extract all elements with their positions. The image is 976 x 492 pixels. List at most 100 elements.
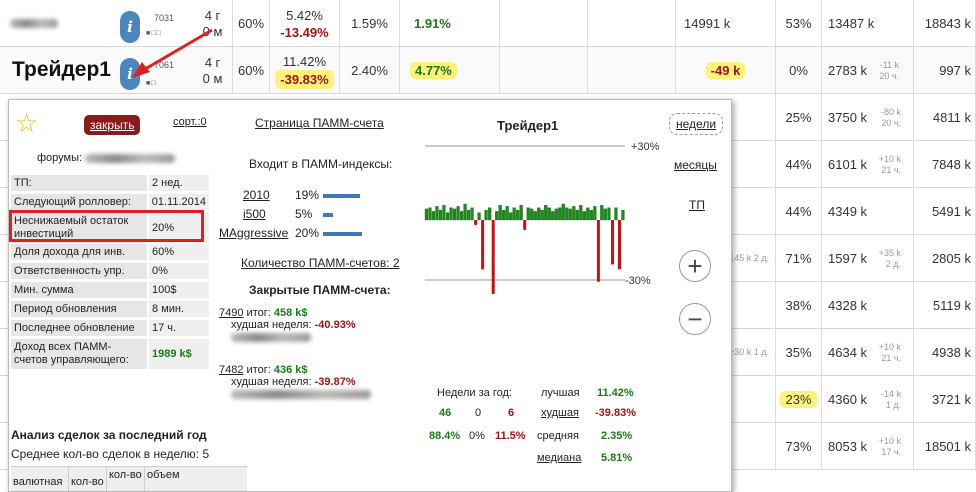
- return-cell: 11.42% -39.83%: [270, 47, 340, 94]
- chart-bar: [424, 208, 429, 221]
- worst-value: -39.83%: [595, 407, 636, 419]
- index-bar: [323, 232, 362, 236]
- chart-bar: [572, 206, 576, 221]
- info-value: 0%: [149, 263, 209, 279]
- chart-bar: [618, 220, 621, 270]
- avg-return-cell: 1.59%: [340, 0, 400, 47]
- percent-cell: 38%: [776, 282, 822, 329]
- share-cell: 60%: [233, 47, 270, 94]
- info-row: Период обновления 8 мин.: [11, 301, 209, 317]
- chart-bar: [481, 220, 485, 270]
- zoom-in-button[interactable]: +: [679, 250, 711, 282]
- pamm-page-link[interactable]: Страница ПАММ-счета: [255, 116, 384, 130]
- pct-zero: 0%: [469, 430, 485, 442]
- funds-cell: 1597 k +35 k 2 д.: [822, 235, 914, 282]
- chart-bar: [438, 209, 443, 221]
- chart-top-label: +30%: [631, 141, 660, 153]
- pamm-count-link[interactable]: Количество ПАММ-счетов: 2: [241, 256, 400, 270]
- closed-account-link[interactable]: 7482: [219, 364, 244, 376]
- capital-cell: [676, 141, 776, 188]
- chart-bar: [474, 220, 478, 225]
- info-icon[interactable]: i: [120, 58, 140, 90]
- period-tp-link[interactable]: ТП: [689, 198, 705, 212]
- percent-cell: 53%: [776, 0, 822, 47]
- percent-cell: 44%: [776, 188, 822, 235]
- chart-bar: [512, 207, 516, 221]
- chart-bottom-label: -30%: [625, 275, 651, 287]
- index-link[interactable]: 2010: [243, 188, 270, 202]
- index-bar: [323, 213, 333, 217]
- status-dots: ■□: [146, 80, 157, 87]
- total-cell: 18843 k: [914, 0, 976, 47]
- period-months-link[interactable]: месяцы: [674, 158, 717, 172]
- capital-cell: 14991 k: [676, 0, 776, 47]
- chart-bar: [611, 220, 614, 265]
- worst-label[interactable]: худшая: [541, 407, 579, 419]
- empty-cell: [588, 47, 676, 94]
- funds-cell: 4360 k -14 k 1 д.: [822, 376, 914, 423]
- chart-bar: [621, 209, 625, 221]
- empty-cell: [500, 0, 588, 47]
- chart-bar: [449, 207, 453, 221]
- info-value: 20%: [149, 213, 209, 243]
- closed-account: 7482 итог: 436 k$ худшая неделя: -39.87%: [219, 364, 419, 402]
- chart-bar: [561, 203, 565, 221]
- account-id: 7061: [154, 60, 175, 70]
- capital-cell: +30 k 1 д.: [676, 329, 776, 376]
- chart-bar: [554, 208, 558, 221]
- chart-bar: [477, 212, 481, 221]
- info-value: 8 мин.: [149, 301, 209, 317]
- total-cell: 4938 k: [914, 329, 976, 376]
- returns-chart: +30% -30%: [424, 141, 660, 294]
- chart-bar: [544, 205, 548, 221]
- forums-label[interactable]: форумы:: [37, 152, 176, 164]
- funds-cell: 4349 k: [822, 188, 914, 235]
- index-pct: 20%: [295, 226, 320, 240]
- close-button[interactable]: закрыть: [84, 115, 141, 135]
- highlight-box: [9, 210, 204, 242]
- percent-cell: 25%: [776, 94, 822, 141]
- favorite-star-icon[interactable]: ☆: [15, 108, 39, 138]
- capital-cell: +145 k 2 д.: [676, 235, 776, 282]
- closed-account-link[interactable]: 7490: [219, 307, 244, 319]
- index-link[interactable]: i500: [243, 207, 266, 221]
- index-link[interactable]: MAggressive: [219, 226, 289, 240]
- info-value: 01.11.2014: [148, 194, 209, 210]
- total-cell: 18501 k: [914, 423, 976, 470]
- sort-link[interactable]: сорт.:0: [173, 116, 207, 128]
- week-return-cell: 4.77%: [400, 47, 500, 94]
- percent-cell: 35%: [776, 329, 822, 376]
- chart-bar: [516, 209, 520, 221]
- chart-bar: [607, 207, 611, 221]
- index-row: 2010 19%: [243, 188, 423, 202]
- chart-bar: [428, 207, 432, 221]
- chart-bar: [495, 211, 499, 221]
- chart-bar: [505, 206, 509, 221]
- chart-bar: [596, 220, 600, 282]
- chart-title: Трейдер1: [497, 118, 559, 133]
- funds-cell: 2783 k -11 k 20 ч.: [822, 47, 914, 94]
- info-value: 100$: [149, 282, 209, 298]
- percent-cell: 44%: [776, 141, 822, 188]
- capital-cell: [676, 188, 776, 235]
- funds-cell: 8053 k +10 k 17 ч.: [822, 423, 914, 470]
- deals-table-header: валютная кол-во кол-во объем: [11, 466, 247, 491]
- chart-bar: [519, 205, 523, 221]
- total-cell: 4811 k: [914, 94, 976, 141]
- chart-bar: [491, 220, 495, 294]
- trader-info-popup: ☆ закрыть сорт.:0 форумы: ТП: 2 нед. Следу…: [8, 99, 732, 492]
- closed-title: Закрытые ПАММ-счета:: [249, 283, 391, 297]
- period-weeks-button[interactable]: недели: [669, 113, 724, 135]
- funds-cell: 3750 k -80 k 20 ч.: [822, 94, 914, 141]
- zoom-out-button[interactable]: −: [679, 303, 711, 335]
- median-label[interactable]: медиана: [537, 452, 582, 464]
- trader-name[interactable]: Трейдер1: [12, 58, 111, 81]
- mean-value: 2.35%: [601, 430, 633, 442]
- info-icon[interactable]: i: [120, 11, 140, 43]
- info-row: Неснижаемый остаток инвестиций 20%: [11, 213, 209, 243]
- empty-cell: [500, 47, 588, 94]
- chart-bar: [526, 207, 530, 221]
- trader-name-blurred[interactable]: [0, 0, 112, 47]
